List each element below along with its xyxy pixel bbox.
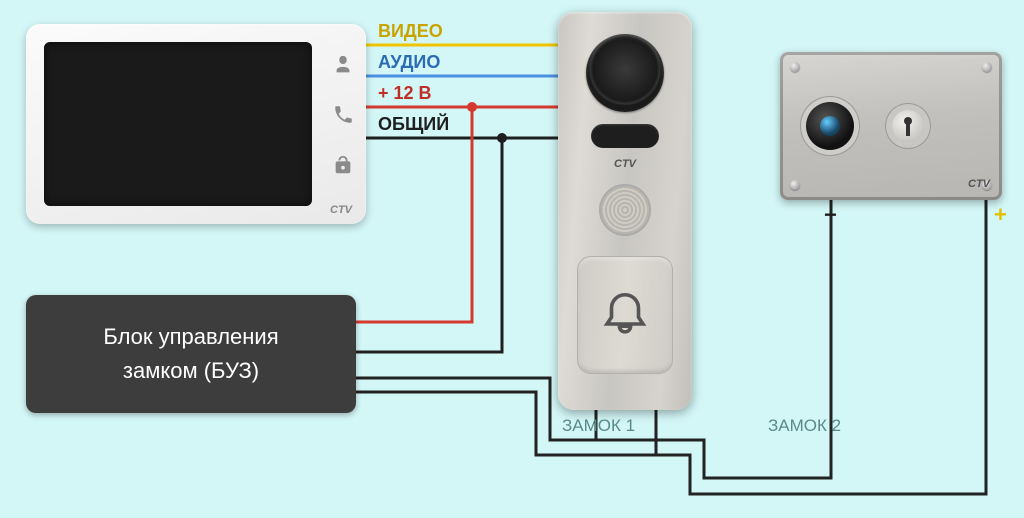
terminal-plus: +	[994, 202, 1007, 228]
talk-icon	[332, 54, 354, 76]
terminal-minus: −	[824, 202, 837, 228]
wire-label-video: ВИДЕО	[378, 21, 443, 42]
wire-label-audio: АУДИО	[378, 52, 440, 73]
buz-box: Блок управления замком (БУЗ)	[26, 295, 356, 413]
wire-label-power: + 12 В	[378, 83, 432, 104]
monitor-device: CTV	[26, 24, 366, 224]
doorbell-brand: CTV	[614, 158, 636, 170]
doorbell-call-button[interactable]	[577, 256, 673, 374]
lock-key-cylinder	[892, 110, 924, 142]
doorbell-speaker	[599, 184, 651, 236]
port-label-lock2: ЗАМОК 2	[768, 416, 841, 436]
wire-label-ground: ОБЩИЙ	[378, 114, 449, 135]
buz-line2: замком (БУЗ)	[123, 358, 259, 384]
monitor-screen	[44, 42, 312, 206]
unlock-icon	[332, 154, 354, 176]
lock-exit-button[interactable]	[806, 102, 854, 150]
buz-line1: Блок управления	[103, 324, 278, 350]
lock-device: CTV	[780, 52, 1002, 200]
doorbell-panel: CTV	[558, 12, 692, 410]
bell-icon	[598, 288, 652, 342]
lock-brand: CTV	[968, 178, 990, 190]
doorbell-camera	[586, 34, 664, 112]
hangup-icon	[332, 104, 354, 126]
monitor-side-icons	[332, 54, 354, 176]
port-label-lock1: ЗАМОК 1	[562, 416, 635, 436]
monitor-brand: CTV	[330, 204, 352, 216]
doorbell-ir-window	[591, 124, 659, 148]
